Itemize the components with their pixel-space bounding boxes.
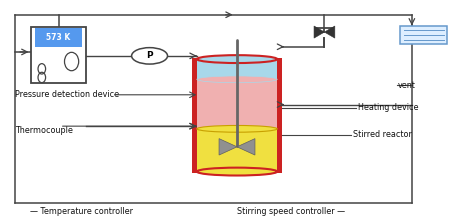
- Text: vent: vent: [398, 81, 416, 90]
- Bar: [192, 58, 282, 173]
- Text: Heating device: Heating device: [357, 103, 418, 112]
- Bar: [35, 28, 82, 47]
- Text: Stirred reactor: Stirred reactor: [353, 130, 411, 139]
- Bar: [400, 26, 447, 44]
- Polygon shape: [237, 139, 255, 155]
- Text: 573 K: 573 K: [46, 33, 71, 42]
- Bar: [197, 79, 277, 129]
- Ellipse shape: [197, 168, 277, 175]
- Text: P: P: [146, 51, 153, 60]
- Polygon shape: [219, 139, 237, 155]
- Ellipse shape: [197, 126, 277, 132]
- Text: Pressure detection device: Pressure detection device: [15, 90, 119, 99]
- Circle shape: [132, 48, 167, 64]
- Bar: [197, 129, 277, 172]
- Polygon shape: [314, 26, 324, 38]
- Bar: [197, 59, 277, 79]
- Ellipse shape: [197, 55, 277, 63]
- Polygon shape: [324, 26, 335, 38]
- Text: Thermocouple: Thermocouple: [15, 126, 73, 135]
- Ellipse shape: [197, 76, 277, 83]
- Text: Stirring speed controller —: Stirring speed controller —: [237, 207, 345, 216]
- Text: — Temperature controller: — Temperature controller: [30, 207, 133, 216]
- Bar: [31, 27, 86, 83]
